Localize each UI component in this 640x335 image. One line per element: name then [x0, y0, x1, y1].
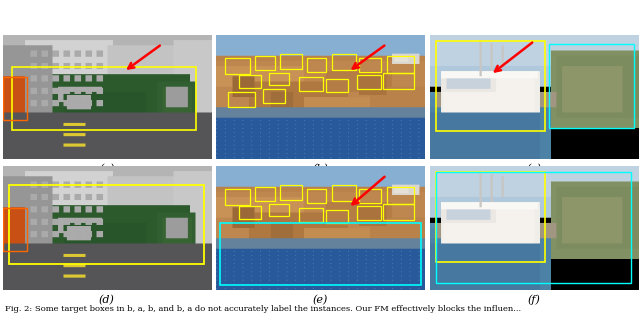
Bar	[239, 206, 260, 219]
Text: (c): (c)	[526, 164, 541, 174]
Bar	[307, 189, 326, 203]
Bar	[3, 77, 28, 120]
Bar	[8, 185, 204, 264]
Text: (d): (d)	[99, 295, 115, 305]
Bar	[326, 79, 348, 92]
Bar	[383, 204, 414, 220]
Text: (b): (b)	[312, 164, 328, 174]
Text: Fig. 2: Some target boxes in b, a, b, and b, a do not accurately label the insta: Fig. 2: Some target boxes in b, a, b, an…	[5, 305, 521, 313]
Bar	[225, 189, 250, 205]
Bar	[359, 58, 381, 72]
Bar	[220, 223, 420, 285]
Bar	[255, 56, 275, 70]
Bar	[548, 44, 634, 128]
Text: (e): (e)	[312, 295, 328, 305]
Bar	[357, 206, 381, 220]
Text: (f): (f)	[527, 295, 540, 305]
Bar	[299, 77, 323, 91]
Bar	[12, 67, 196, 130]
Bar	[387, 56, 414, 73]
Bar	[357, 75, 381, 89]
Bar	[263, 89, 285, 103]
Bar	[3, 208, 28, 251]
Bar	[307, 58, 326, 72]
Bar	[436, 41, 545, 131]
Bar	[299, 208, 323, 222]
Bar	[387, 187, 414, 204]
Bar	[255, 187, 275, 201]
Bar	[359, 189, 381, 203]
Bar	[326, 210, 348, 223]
Bar	[269, 204, 289, 216]
Bar	[225, 58, 250, 74]
Bar	[332, 54, 356, 70]
Bar	[383, 73, 414, 89]
Bar	[280, 54, 302, 69]
Bar	[436, 172, 545, 263]
Bar	[280, 185, 302, 200]
Bar	[239, 75, 260, 88]
Bar	[228, 92, 255, 107]
Bar	[332, 185, 356, 201]
Text: (a): (a)	[99, 164, 115, 174]
Bar	[269, 73, 289, 85]
